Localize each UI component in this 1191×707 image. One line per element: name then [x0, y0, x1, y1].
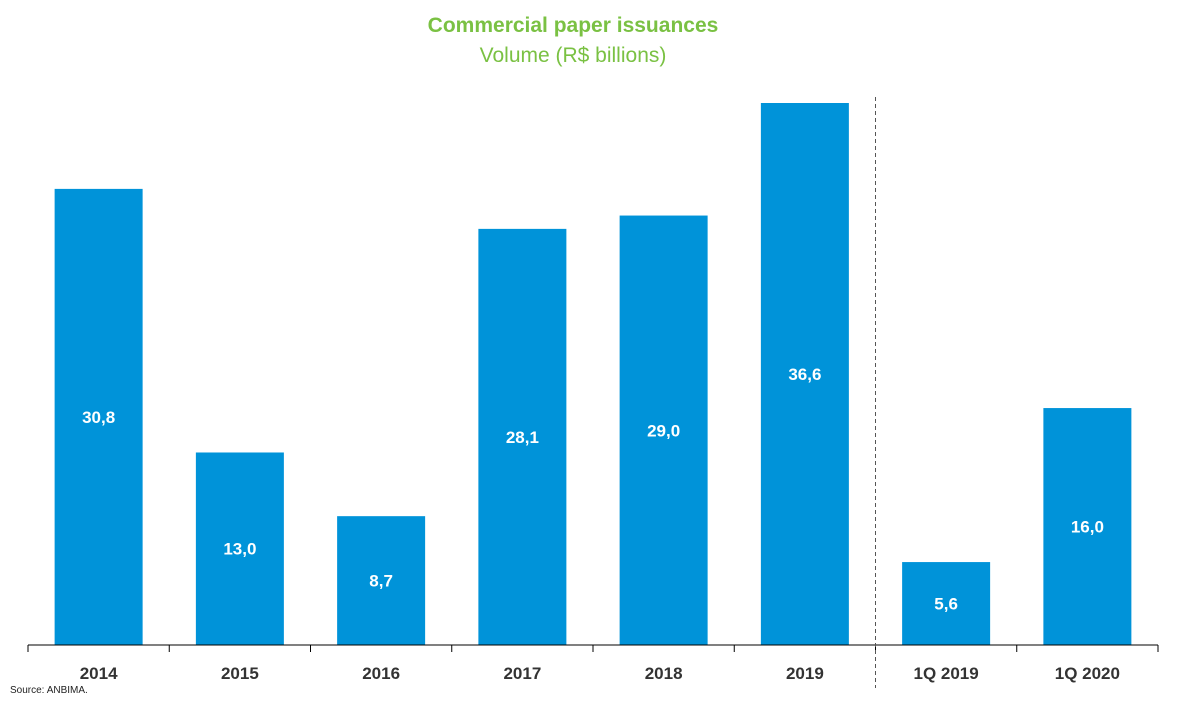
bar	[195, 452, 284, 645]
bar	[902, 562, 991, 645]
bar	[478, 228, 567, 645]
source-note: Source: ANBIMA.	[10, 685, 88, 696]
bar	[1043, 408, 1132, 645]
chart-title: Commercial paper issuances	[427, 14, 719, 37]
bar	[619, 215, 708, 645]
x-tick-label: 2015	[221, 664, 259, 683]
bar-value-label: 16,0	[1071, 518, 1104, 537]
bar-value-label: 13,0	[223, 540, 256, 559]
bar	[54, 188, 143, 645]
bar-value-label: 30,8	[82, 408, 115, 427]
bar-value-label: 28,1	[506, 428, 539, 447]
x-tick-label: 2016	[362, 664, 400, 683]
x-tick-label: 2014	[80, 664, 118, 683]
x-tick-label: 2017	[503, 664, 541, 683]
x-tick-label: 1Q 2020	[1055, 664, 1120, 683]
chart-subtitle: Volume (R$ billions)	[479, 44, 667, 67]
x-tick-label: 2018	[645, 664, 683, 683]
bar-value-label: 5,6	[934, 595, 958, 614]
bar	[337, 516, 426, 645]
bar-value-label: 8,7	[369, 572, 393, 591]
x-tick-label: 1Q 2019	[914, 664, 979, 683]
x-tick-label: 2019	[786, 664, 824, 683]
bar-value-label: 36,6	[788, 365, 821, 384]
bar	[760, 103, 849, 645]
bar-value-label: 29,0	[647, 421, 680, 440]
